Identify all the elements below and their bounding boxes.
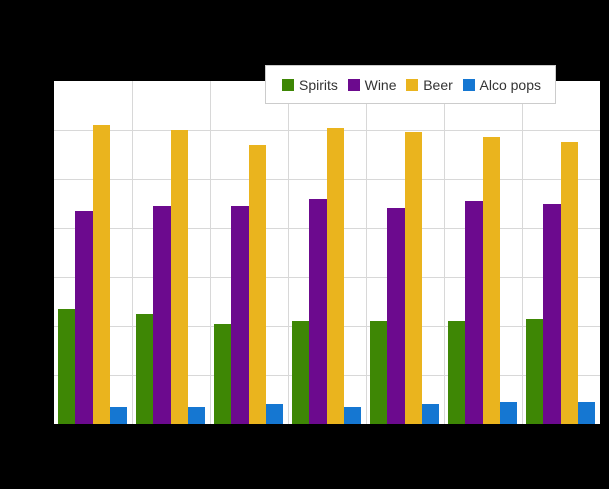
beer-bar[interactable] [92, 125, 110, 424]
bar-group [210, 81, 288, 424]
legend-item-spirits[interactable]: Spirits [282, 77, 338, 93]
wine-bar[interactable] [387, 208, 405, 424]
spirits-bar[interactable] [136, 313, 154, 424]
vertical-gridline [210, 81, 211, 424]
beer-bar[interactable] [326, 127, 344, 424]
legend-label-alco-pops: Alco pops [479, 76, 541, 93]
alco-pops-bar[interactable] [187, 406, 205, 424]
legend-label-beer: Beer [423, 76, 453, 93]
alco-pops-bar[interactable] [265, 404, 283, 424]
beer-bar[interactable] [482, 137, 500, 424]
beer-bar[interactable] [248, 144, 266, 424]
vertical-gridline [444, 81, 445, 424]
spirits-bar[interactable] [526, 318, 544, 424]
spirits-bar[interactable] [58, 308, 76, 424]
vertical-gridline [132, 81, 133, 424]
spirits-bar[interactable] [214, 323, 232, 424]
spirits-bar[interactable] [370, 321, 388, 424]
wine-bar[interactable] [231, 205, 249, 424]
legend-label-spirits: Spirits [299, 76, 338, 93]
alco-pops-swatch-icon [462, 78, 475, 91]
bar-group [288, 81, 366, 424]
bar-group [522, 81, 600, 424]
legend: Spirits Wine Beer Alco pops [265, 65, 556, 104]
wine-bar[interactable] [75, 210, 93, 424]
alco-pops-bar[interactable] [577, 401, 595, 424]
wine-swatch-icon [347, 78, 360, 91]
beer-bar[interactable] [560, 142, 578, 424]
spirits-bar[interactable] [448, 321, 466, 424]
alco-pops-bar[interactable] [499, 401, 517, 424]
beer-bar[interactable] [404, 132, 422, 424]
bar-group [444, 81, 522, 424]
vertical-gridline [288, 81, 289, 424]
legend-label-wine: Wine [364, 76, 397, 93]
plot-area [54, 81, 600, 424]
wine-bar[interactable] [153, 205, 171, 424]
bar-group [54, 81, 132, 424]
vertical-gridline [522, 81, 523, 424]
bar-group [366, 81, 444, 424]
alco-pops-bar[interactable] [109, 406, 127, 424]
legend-item-alco-pops[interactable]: Alco pops [462, 76, 541, 93]
wine-bar[interactable] [543, 203, 561, 424]
legend-item-beer[interactable]: Beer [406, 77, 453, 93]
bar-group [132, 81, 210, 424]
spirits-swatch-icon [282, 78, 294, 91]
wine-bar[interactable] [465, 201, 483, 424]
legend-item-wine[interactable]: Wine [347, 76, 397, 93]
vertical-gridline [366, 81, 367, 424]
wine-bar[interactable] [309, 198, 327, 424]
alco-pops-bar[interactable] [343, 406, 361, 424]
beer-swatch-icon [406, 78, 419, 91]
bar-groups [54, 81, 600, 424]
beer-bar[interactable] [170, 130, 188, 424]
alco-pops-bar[interactable] [421, 404, 439, 424]
spirits-bar[interactable] [292, 321, 310, 424]
